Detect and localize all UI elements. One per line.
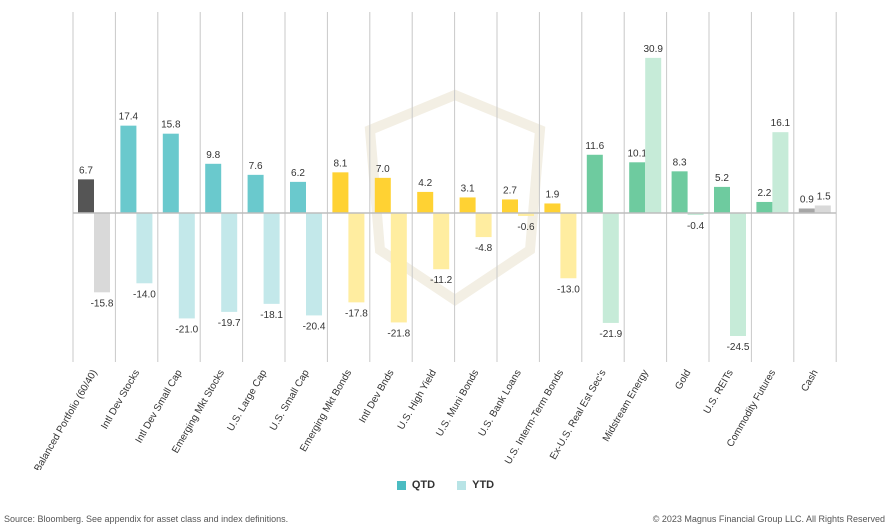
- legend-label-ytd: YTD: [472, 479, 495, 491]
- data-label-qtd: 7.6: [249, 161, 263, 172]
- data-label-ytd: -19.7: [218, 318, 241, 329]
- bar-ytd: [390, 213, 407, 323]
- data-label-qtd: 4.2: [418, 178, 432, 189]
- data-label-ytd: -20.4: [303, 321, 326, 332]
- data-label-ytd: 16.1: [771, 118, 791, 129]
- legend-swatch-qtd: [396, 480, 406, 490]
- bar-qtd: [586, 154, 603, 213]
- bar-ytd: [221, 213, 238, 312]
- bar-ytd: [772, 132, 789, 213]
- bar-ytd: [263, 213, 280, 304]
- data-label-ytd: -11.2: [430, 275, 452, 286]
- bar-qtd: [502, 199, 518, 213]
- category-label: Intl Dev Stocks: [99, 368, 142, 431]
- legend-item-ytd: YTD: [457, 479, 494, 491]
- data-label-qtd: 6.7: [79, 165, 93, 176]
- bar-ytd: [602, 213, 619, 323]
- data-label-qtd: 2.2: [757, 188, 771, 199]
- data-label-qtd: 1.9: [545, 189, 559, 200]
- bar-ytd: [687, 213, 704, 216]
- data-label-ytd: -17.8: [345, 308, 368, 319]
- bar-qtd: [290, 181, 306, 213]
- data-label-ytd: -15.8: [91, 298, 114, 309]
- category-label: Midstream Energy: [601, 368, 651, 444]
- data-label-qtd: 5.2: [715, 173, 729, 184]
- data-label-ytd: -21.8: [387, 328, 410, 339]
- bar-ytd: [730, 213, 746, 336]
- category-label: U.S. REITs: [702, 368, 736, 416]
- data-label-ytd: -24.5: [727, 342, 750, 353]
- data-label-qtd: 9.8: [206, 150, 220, 161]
- data-label-qtd: 8.1: [333, 158, 347, 169]
- legend-swatch-ytd: [457, 480, 467, 490]
- bar-qtd: [798, 208, 815, 213]
- bar-qtd: [671, 171, 688, 213]
- category-label: U.S. Small Cap: [268, 368, 312, 433]
- data-label-ytd: -4.8: [475, 243, 493, 254]
- data-label-qtd: 0.9: [800, 194, 814, 205]
- legend-item-qtd: QTD: [396, 479, 436, 491]
- category-label: U.S. Bank Loans: [477, 368, 524, 438]
- category-label: U.S. High Yield: [396, 368, 439, 432]
- bar-ytd: [136, 213, 153, 284]
- bar-ytd: [475, 213, 492, 238]
- data-label-qtd: 11.6: [585, 141, 604, 152]
- data-label-qtd: 15.8: [161, 120, 181, 131]
- bar-ytd: [178, 213, 195, 319]
- bar-qtd: [205, 163, 222, 213]
- data-label-qtd: 2.7: [503, 185, 517, 196]
- data-label-ytd: 1.5: [817, 191, 831, 202]
- data-label-ytd: -18.1: [260, 310, 283, 321]
- bar-ytd: [518, 213, 534, 217]
- bar-qtd: [714, 186, 730, 213]
- source-note: Source: Bloomberg. See appendix for asse…: [4, 514, 289, 524]
- legend-label-qtd: QTD: [411, 479, 436, 491]
- data-label-qtd: 17.4: [119, 112, 139, 123]
- bar-ytd: [94, 213, 110, 293]
- bar-qtd: [78, 179, 94, 213]
- data-label-ytd: -0.6: [517, 222, 535, 233]
- category-label: U.S. Large Cap: [225, 368, 269, 434]
- bar-ytd: [560, 213, 577, 279]
- data-label-ytd: 30.9: [643, 44, 663, 55]
- data-label-ytd: -21.0: [175, 324, 198, 335]
- category-label: Balanced Portfolio (60/40): [32, 368, 99, 470]
- bar-qtd: [332, 172, 349, 213]
- data-label-qtd: 8.3: [673, 157, 687, 168]
- bar-ytd: [814, 205, 831, 213]
- data-label-ytd: -21.9: [599, 329, 622, 340]
- bar-ytd: [348, 213, 365, 303]
- bar-qtd: [247, 174, 264, 213]
- data-label-ytd: -13.0: [557, 284, 580, 295]
- category-label: Intl Dev Small Cap: [134, 368, 185, 446]
- bar-qtd: [162, 133, 179, 213]
- bar-qtd: [459, 197, 476, 213]
- bar-ytd: [306, 213, 322, 316]
- bar-qtd: [544, 203, 561, 213]
- data-label-ytd: -0.4: [687, 221, 705, 232]
- bar-qtd: [756, 201, 773, 213]
- copyright-note: © 2023 Magnus Financial Group LLC. All R…: [652, 514, 885, 524]
- bar-ytd: [645, 57, 662, 213]
- category-label: U.S. Muni Bonds: [434, 368, 481, 438]
- data-label-qtd: 3.1: [461, 183, 475, 194]
- category-label: Cash: [799, 368, 820, 394]
- category-label: Gold: [673, 368, 693, 392]
- data-label-ytd: -14.0: [133, 289, 156, 300]
- data-label-qtd: 10.1: [627, 148, 647, 159]
- category-label: Intl Dev Bnds: [357, 368, 396, 425]
- bar-qtd: [374, 177, 391, 213]
- bar-qtd: [417, 191, 434, 213]
- data-label-qtd: 6.2: [291, 168, 305, 179]
- legend: QTD YTD: [0, 479, 891, 491]
- bar-qtd: [629, 162, 646, 213]
- bar-chart: 6.7 -15.8 Balanced Portfolio (60/40) 17.4 -1…: [32, 12, 837, 470]
- bar-qtd: [120, 125, 137, 213]
- bar-ytd: [433, 213, 450, 270]
- category-label: Commodity Futures: [725, 368, 778, 449]
- data-label-qtd: 7.0: [376, 164, 390, 175]
